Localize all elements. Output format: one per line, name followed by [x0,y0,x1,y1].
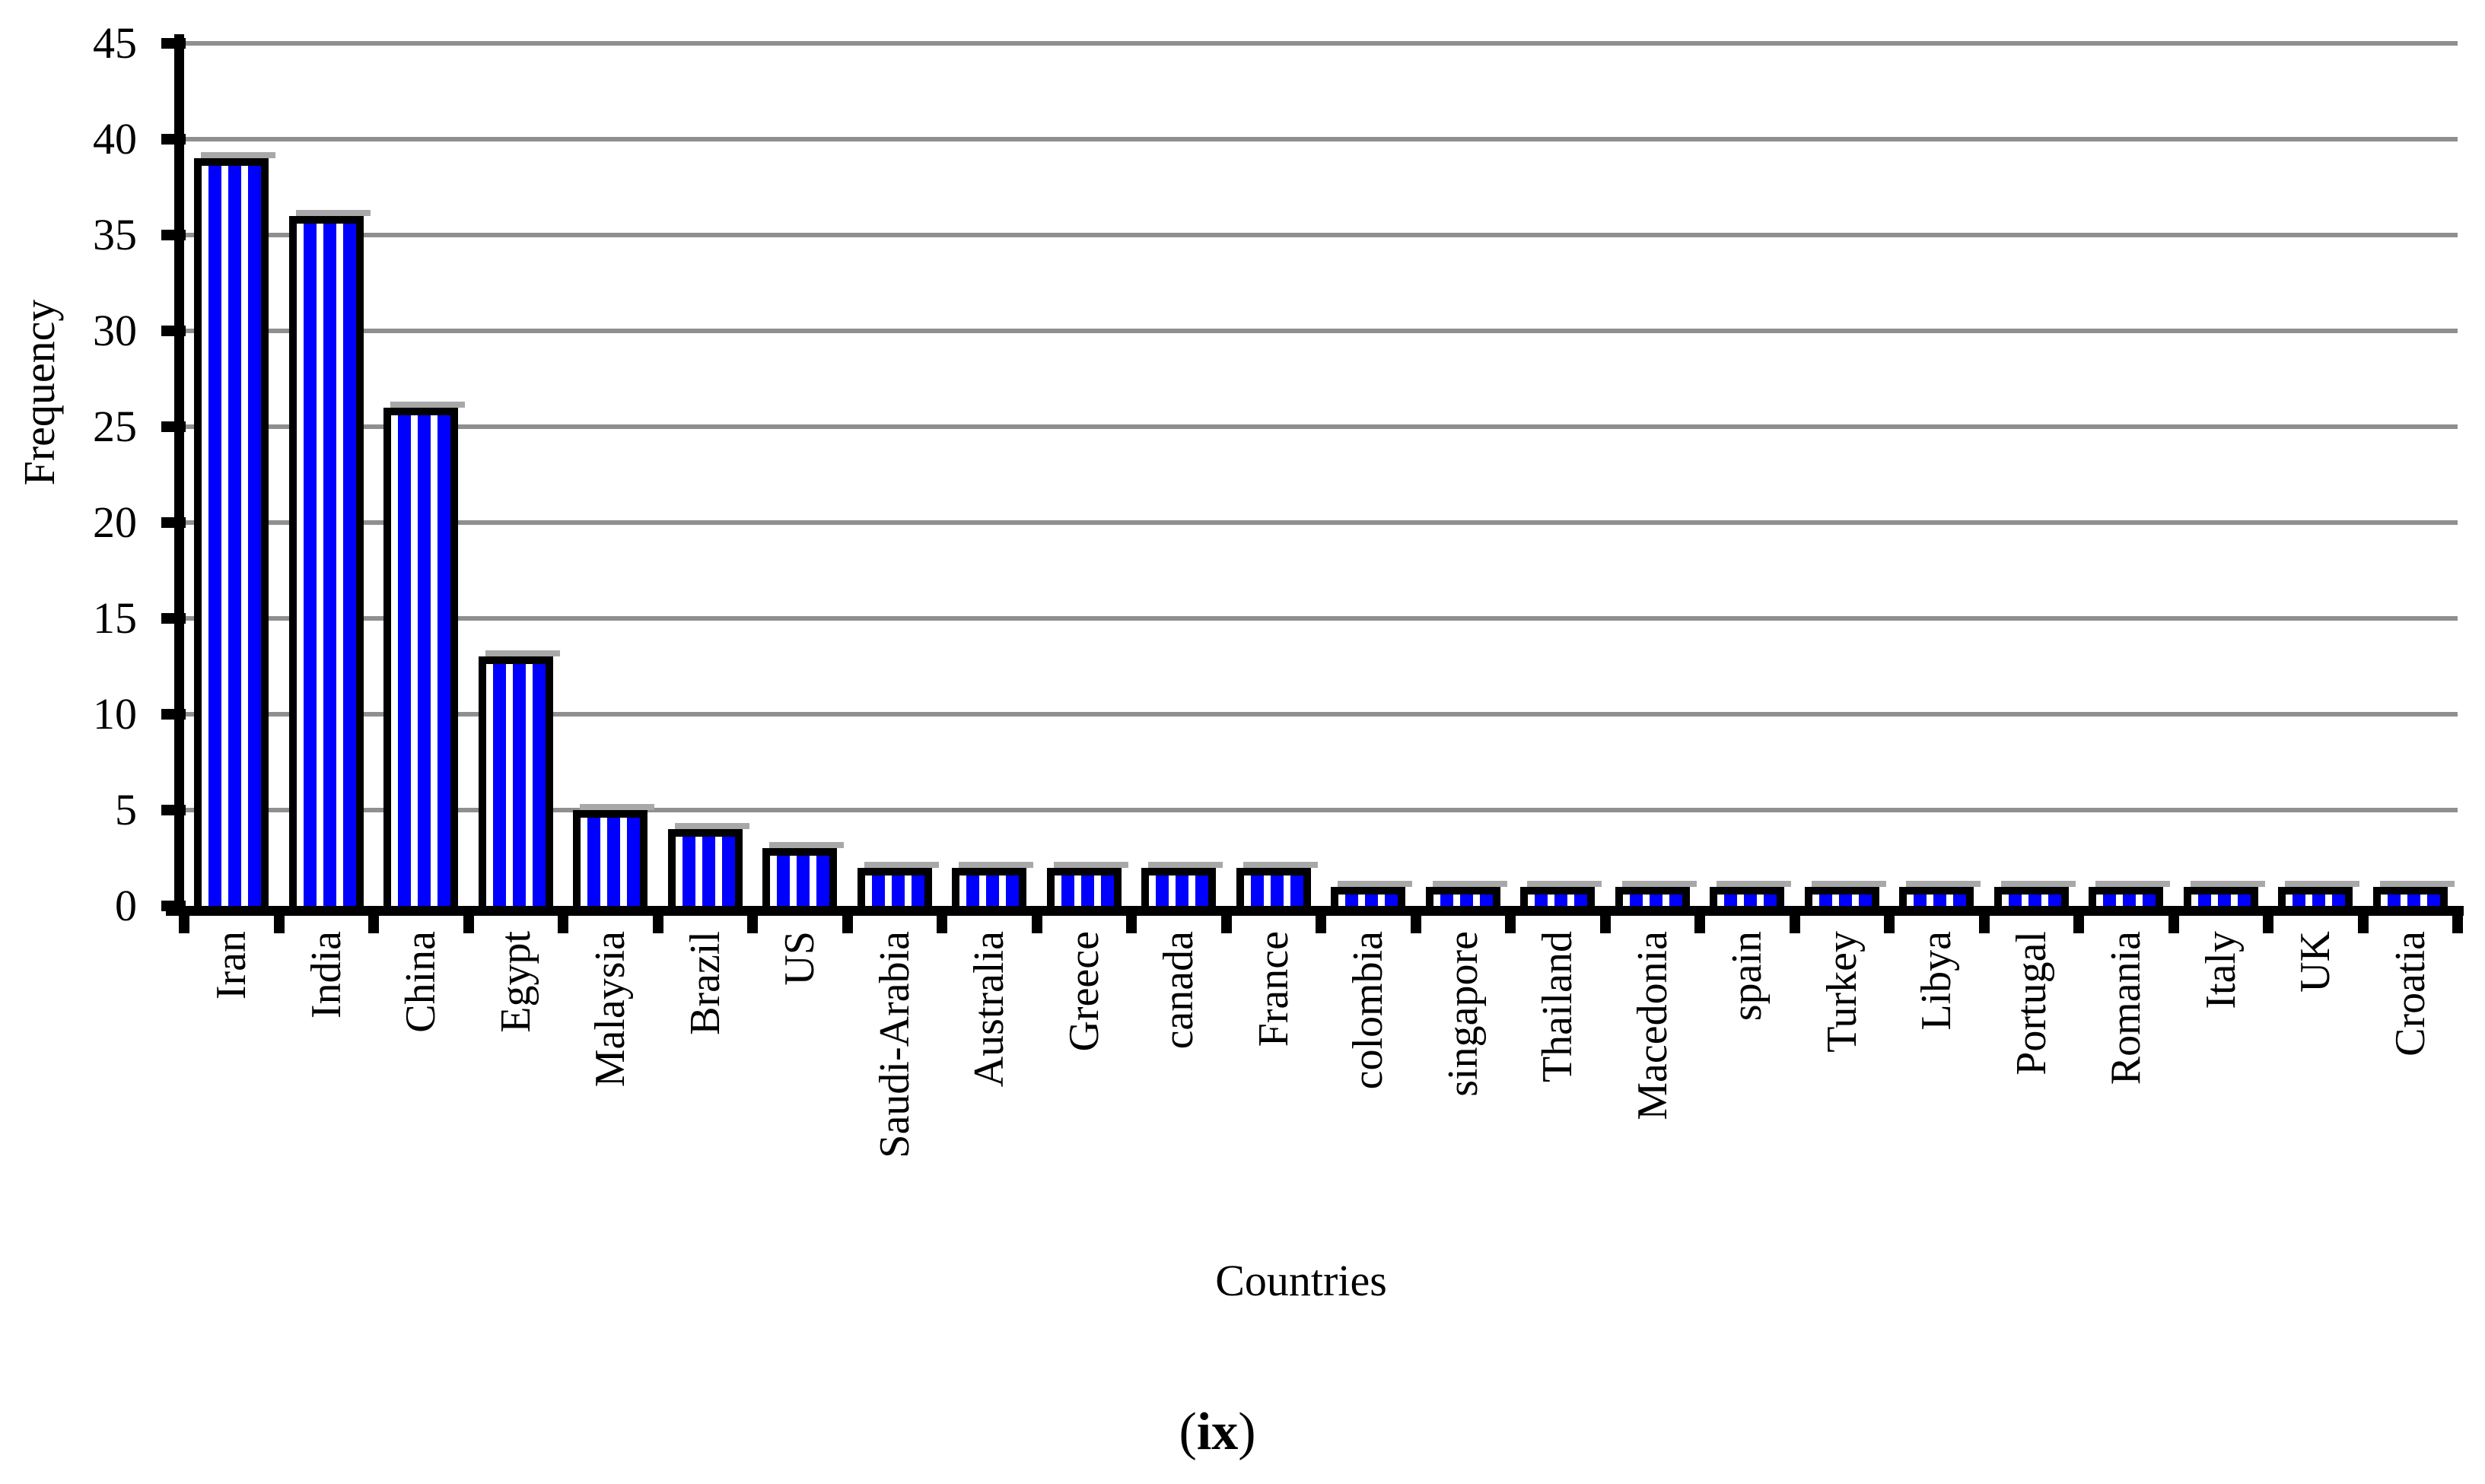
y-axis-line [174,34,184,916]
y-tick-label-15: 15 [93,593,137,643]
bar-shadow-Libya [1906,880,1981,887]
gridline-y-40 [184,137,2458,141]
bar-shadow-Brazil [674,823,749,830]
figure-caption: (ix) [0,1403,2435,1461]
gridline-y-20 [184,520,2458,525]
bar-shadow-Croatia [2379,880,2455,887]
x-axis-title: Countries [1215,1256,1387,1305]
bar-shadow-canada [1148,861,1223,868]
y-tick-label-40: 40 [93,114,137,164]
bar-Malaysia [573,810,648,914]
bar-Egypt [478,656,553,914]
x-category-label-Saudi-Arabia: Saudi-Arabia [870,931,918,1158]
x-category-label-Greece: Greece [1060,931,1108,1052]
x-category-label-Macedonia: Macedonia [1628,931,1676,1120]
gridline-y-5 [184,808,2458,812]
gridline-y-45 [184,41,2458,46]
bar-shadow-Portugal [2000,880,2076,887]
y-tick-label-20: 20 [93,497,137,547]
y-tick-label-5: 5 [115,785,137,834]
x-category-label-China: China [397,931,445,1033]
x-category-label-Malaysia: Malaysia [587,931,635,1088]
caption-close-paren: ) [1238,1403,1256,1461]
x-axis-line [166,906,2464,916]
bar-shadow-UK [2285,880,2360,887]
bar-China [383,407,459,914]
y-axis-title: Frequency [14,299,64,486]
x-category-label-colombia: colombia [1344,931,1392,1090]
x-category-label-Turkey: Turkey [1818,931,1866,1053]
x-category-label-spain: spain [1723,931,1771,1022]
y-tick-label-30: 30 [93,306,137,355]
bar-shadow-France [1242,861,1318,868]
gridline-y-15 [184,616,2458,621]
bar-shadow-US [769,842,845,849]
bar-shadow-Iran [201,152,276,159]
x-category-label-France: France [1249,931,1297,1047]
bar-India [288,215,364,914]
x-category-label-India: India [302,931,350,1019]
x-category-label-Italy: Italy [2197,931,2245,1009]
x-category-label-US: US [776,931,824,986]
x-category-label-Brazil: Brazil [681,931,729,1035]
bar-shadow-India [295,209,371,216]
bar-shadow-Egypt [485,650,560,657]
bar-shadow-Italy [2190,880,2265,887]
gridline-y-35 [184,233,2458,237]
x-category-label-Libya: Libya [1913,931,1961,1031]
bar-shadow-Greece [1053,861,1128,868]
x-category-label-Egypt: Egypt [492,931,539,1033]
bar-shadow-colombia [1338,880,1413,887]
x-category-label-Thailand: Thailand [1534,931,1582,1083]
bar-shadow-Macedonia [1621,880,1697,887]
bar-shadow-singapore [1432,880,1507,887]
x-category-label-Croatia: Croatia [2386,931,2434,1057]
bar-shadow-Turkey [1811,880,1886,887]
bar-shadow-Thailand [1527,880,1602,887]
gridline-y-10 [184,712,2458,717]
bar-shadow-Australia [959,861,1034,868]
caption-roman-numeral: ix [1196,1403,1239,1461]
gridline-y-25 [184,424,2458,429]
bar-shadow-Romania [2095,880,2171,887]
gridline-y-30 [184,329,2458,333]
y-tick-label-0: 0 [115,881,137,930]
y-tick-label-25: 25 [93,402,137,451]
x-category-label-Portugal: Portugal [2007,931,2055,1076]
y-tick-label-10: 10 [93,689,137,739]
y-tick-label-45: 45 [93,18,137,68]
y-tick-label-35: 35 [93,210,137,259]
x-category-label-Australia: Australia [966,931,1013,1088]
bar-Iran [194,158,269,914]
bar-Brazil [667,829,743,914]
bar-US [762,848,838,914]
caption-open-paren: ( [1179,1403,1197,1461]
bar-shadow-Saudi-Arabia [864,861,939,868]
x-category-label-Romania: Romania [2102,931,2150,1085]
x-category-label-UK: UK [2292,931,2340,993]
bar-shadow-China [390,401,466,408]
x-category-label-singapore: singapore [1439,931,1487,1097]
bar-shadow-Malaysia [580,804,655,810]
x-category-label-canada: canada [1155,931,1203,1050]
x-category-label-Iran: Iran [208,931,256,1000]
bar-shadow-spain [1717,880,1792,887]
